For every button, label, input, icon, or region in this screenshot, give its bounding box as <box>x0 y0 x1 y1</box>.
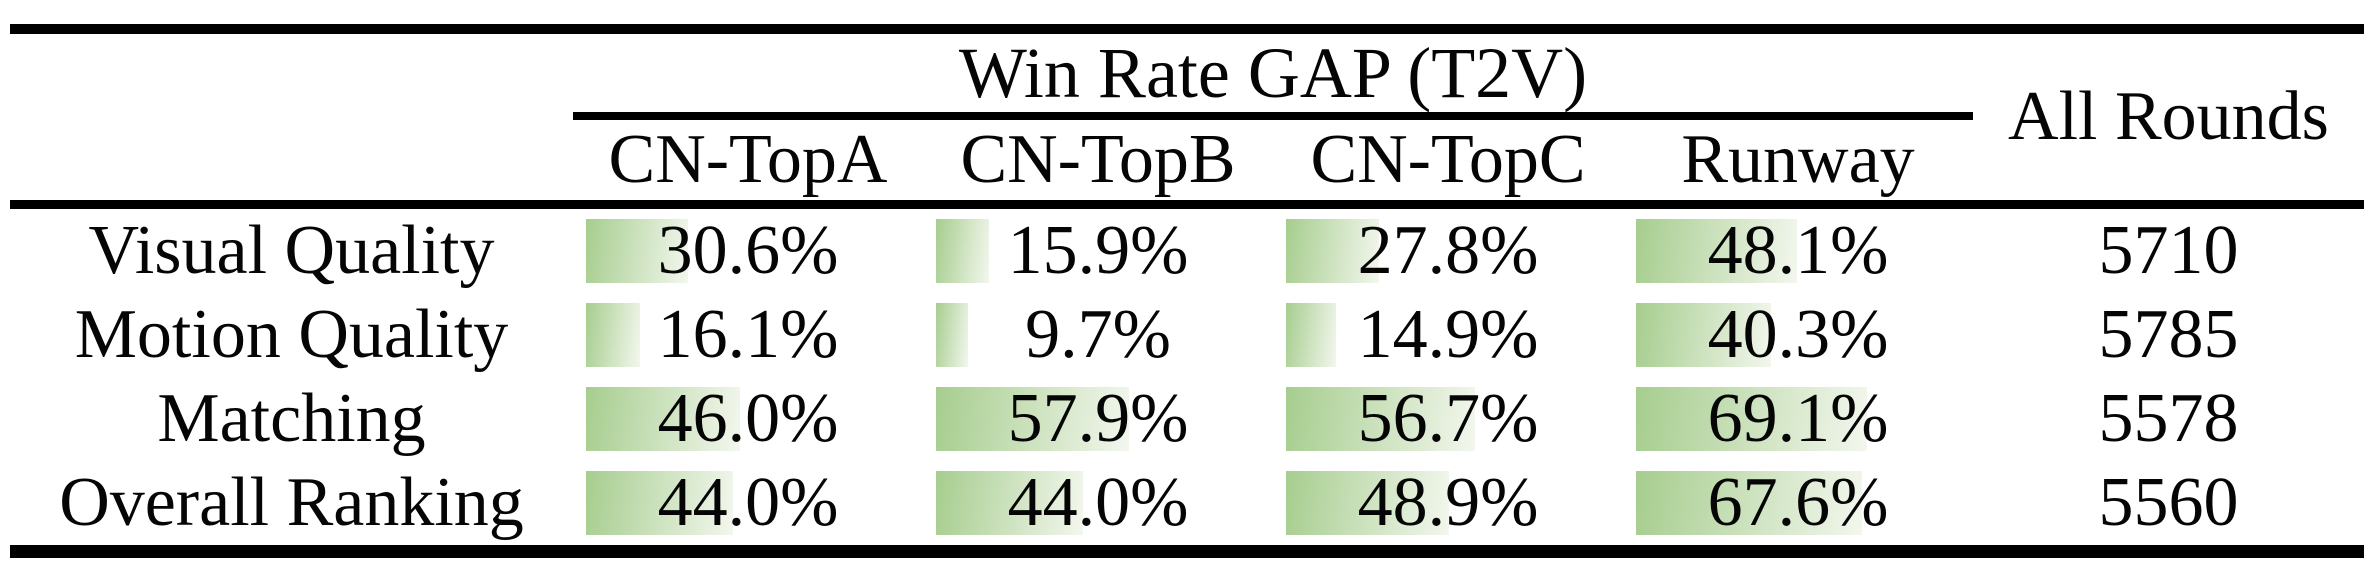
win-rate-cell: 9.7% <box>923 293 1273 377</box>
win-rate-cell: 40.3% <box>1623 293 1973 377</box>
win-rate-value: 15.9% <box>1007 212 1189 289</box>
column-header-cn-topa: CN-TopA <box>608 120 888 198</box>
win-rate-value: 57.9% <box>1007 380 1189 457</box>
win-rate-cell: 69.1% <box>1623 377 1973 461</box>
column-header-runway: Runway <box>1681 120 1915 198</box>
win-rate-value: 46.0% <box>657 380 839 457</box>
column-header-all-rounds: All Rounds <box>2008 78 2329 155</box>
win-rate-value: 67.6% <box>1707 464 1889 541</box>
table-bottom-rule <box>10 545 2364 558</box>
win-rate-value: 44.0% <box>1007 464 1189 541</box>
all-rounds-value: 5560 <box>2098 464 2239 541</box>
win-rate-cell: 67.6% <box>1623 461 1973 545</box>
win-rate-bar <box>1286 303 1336 367</box>
table-title: Win Rate GAP (T2V) <box>958 33 1588 113</box>
win-rate-cell: 30.6% <box>573 209 923 293</box>
all-rounds-value: 5785 <box>2098 296 2239 373</box>
win-rate-value: 30.6% <box>657 212 839 289</box>
win-rate-bar <box>586 303 640 367</box>
win-rate-value: 40.3% <box>1707 296 1889 373</box>
win-rate-value: 27.8% <box>1357 212 1539 289</box>
win-rate-cell: 56.7% <box>1273 377 1623 461</box>
win-rate-cell: 46.0% <box>573 377 923 461</box>
win-rate-cell: 15.9% <box>923 209 1273 293</box>
column-header-cn-topc: CN-TopC <box>1310 120 1586 198</box>
win-rate-value: 48.1% <box>1707 212 1889 289</box>
table-top-rule <box>10 24 2364 34</box>
win-rate-bar <box>936 303 969 367</box>
win-rate-value: 44.0% <box>657 464 839 541</box>
win-rate-value: 14.9% <box>1357 296 1539 373</box>
row-label-overall-ranking: Overall Ranking <box>59 464 524 541</box>
row-label-motion-quality: Motion Quality <box>74 296 509 373</box>
all-rounds-value: 5578 <box>2098 380 2239 457</box>
win-rate-value: 69.1% <box>1707 380 1889 457</box>
column-header-cn-topb: CN-TopB <box>960 120 1236 198</box>
win-rate-cell: 44.0% <box>573 461 923 545</box>
row-label-visual-quality: Visual Quality <box>88 212 495 289</box>
win-rate-value: 48.9% <box>1357 464 1539 541</box>
win-rate-value: 16.1% <box>657 296 839 373</box>
win-rate-cell: 27.8% <box>1273 209 1623 293</box>
win-rate-cell: 48.1% <box>1623 209 1973 293</box>
win-rate-cell: 16.1% <box>573 293 923 377</box>
win-rate-cell: 57.9% <box>923 377 1273 461</box>
row-label-matching: Matching <box>157 380 426 457</box>
win-rate-cell: 14.9% <box>1273 293 1623 377</box>
header-separator-rule <box>10 200 2364 209</box>
win-rate-bar <box>936 219 990 283</box>
win-rate-value: 9.7% <box>1025 296 1171 373</box>
win-rate-cell: 44.0% <box>923 461 1273 545</box>
title-spanner-rule <box>573 112 1973 120</box>
win-rate-value: 56.7% <box>1357 380 1539 457</box>
all-rounds-value: 5710 <box>2098 212 2239 289</box>
win-rate-cell: 48.9% <box>1273 461 1623 545</box>
